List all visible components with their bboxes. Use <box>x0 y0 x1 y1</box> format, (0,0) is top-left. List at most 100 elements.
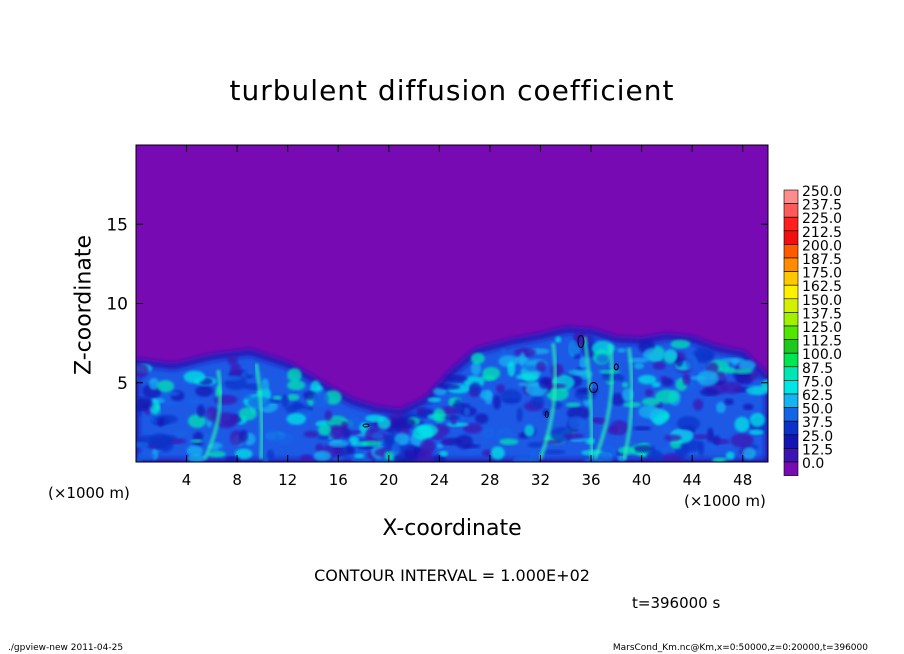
turbulence-cell <box>235 448 253 460</box>
x-unit-label-left: (×1000 m) <box>48 484 130 502</box>
colorbar-level-label: 225.0 <box>802 211 842 227</box>
turbulence-cell <box>566 406 591 420</box>
updraft-plume <box>582 336 595 459</box>
turbulence-cell <box>287 380 306 391</box>
x-axis: 4 8 12 16 20 24 28 32 36 40 44 48 <box>182 145 752 489</box>
turbulence-cell <box>313 450 332 461</box>
turbulence-cell <box>599 369 621 374</box>
colorbar-level-label: 25.0 <box>802 429 833 445</box>
colorbar-swatch <box>783 352 799 368</box>
turbulence-cell <box>633 362 645 370</box>
x-tick-label: 16 <box>329 471 348 489</box>
turbulence-cell <box>317 435 329 440</box>
turbulence-cell <box>188 414 206 428</box>
turbulence-cell <box>292 401 303 409</box>
turbulence-cell <box>136 397 153 410</box>
turbulence-cell <box>371 432 384 440</box>
updraft-plume <box>254 363 265 459</box>
x-unit-label-right: (×1000 m) <box>684 492 766 510</box>
turbulence-cell <box>470 362 482 376</box>
colorbar-level-label: 62.5 <box>802 388 833 404</box>
colorbar-level-label: 237.5 <box>802 198 842 214</box>
turbulence-cell <box>482 366 501 380</box>
turbulence-cell <box>595 452 613 462</box>
turbulence-cell <box>742 447 756 460</box>
turbulence-cell <box>281 394 289 408</box>
colorbar-level-label: 250.0 <box>802 184 842 200</box>
x-tick-label: 28 <box>480 471 499 489</box>
turbulence-cell <box>749 429 764 435</box>
turbulence-cell <box>565 402 581 408</box>
contour-line <box>544 410 549 418</box>
turbulence-cell <box>543 449 566 455</box>
x-tick-label: 40 <box>632 471 651 489</box>
colorbar-swatch <box>783 230 799 245</box>
turbulence-cell <box>470 352 485 365</box>
turbulence-cell <box>692 399 704 411</box>
y-tick-label: 5 <box>117 374 128 394</box>
y-axis: 5 10 15 <box>106 215 768 394</box>
colorbar-swatch <box>783 339 799 354</box>
colorbar-swatch <box>783 244 799 259</box>
turbulence-cell <box>346 416 361 432</box>
turbulence-cell <box>441 440 453 446</box>
turbulence-cell <box>568 369 589 376</box>
turbulence-cell <box>749 412 766 427</box>
turbulence-cell <box>670 339 691 349</box>
colorbar-level-label: 0.0 <box>802 456 824 472</box>
turbulence-cell <box>187 453 206 462</box>
turbulence-cell <box>546 386 569 402</box>
colorbar-swatch <box>783 203 799 218</box>
turbulence-cell <box>196 404 206 418</box>
turbulence-cell <box>136 363 149 379</box>
turbulence-cell <box>499 438 519 445</box>
turbulence-cell <box>238 407 257 421</box>
plot-area <box>136 145 768 462</box>
turbulence-cell <box>664 348 677 361</box>
turbulence-cell <box>500 389 522 405</box>
turbulence-cell <box>610 420 629 435</box>
turbulence-cell <box>709 444 716 451</box>
colorbar-swatch <box>783 407 799 422</box>
colorbar-level-label: 175.0 <box>802 266 842 282</box>
turbulence-cell <box>652 361 666 370</box>
turbulence-cell <box>365 414 385 423</box>
turbulence-cell <box>417 407 425 414</box>
turbulence-cell <box>324 390 342 405</box>
turbulence-cell <box>453 399 463 413</box>
turbulence-cell <box>481 427 495 439</box>
colorbar-swatch <box>783 325 799 340</box>
turbulence-cell <box>700 388 719 397</box>
x-tick-label: 12 <box>278 471 297 489</box>
colorbar-level-label: 37.5 <box>802 415 833 431</box>
turbulence-cell <box>530 395 545 408</box>
colorbar-level-label: 150.0 <box>802 293 842 309</box>
turbulence-cell <box>596 353 609 364</box>
turbulence-cell <box>515 373 538 380</box>
turbulence-cell <box>638 374 657 385</box>
turbulence-cell <box>685 354 698 370</box>
turbulence-cell <box>450 418 457 425</box>
turbulence-cell <box>493 394 501 410</box>
colorbar-swatch <box>783 380 799 395</box>
x-tick-label: 4 <box>182 471 192 489</box>
turbulence-cell <box>433 408 446 423</box>
turbulence-cell <box>221 375 243 381</box>
turbulence-cell <box>707 427 714 443</box>
turbulence-cell <box>303 430 319 438</box>
contour-line <box>577 335 585 349</box>
colorbar-level-label: 162.5 <box>802 279 842 295</box>
turbulence-cell <box>621 382 629 388</box>
turbulence-cell <box>697 352 715 360</box>
turbulence-cell <box>299 454 314 462</box>
turbulence-cell <box>347 430 362 435</box>
turbulence-cell <box>463 407 471 417</box>
x-tick-label: 8 <box>232 471 242 489</box>
turbulence-cell <box>312 391 329 407</box>
turbulence-cell <box>627 357 649 363</box>
turbulence-cell <box>721 357 745 363</box>
turbulence-cell <box>183 370 206 384</box>
colorbar-swatch <box>783 189 799 204</box>
turbulence-cell <box>644 388 654 397</box>
